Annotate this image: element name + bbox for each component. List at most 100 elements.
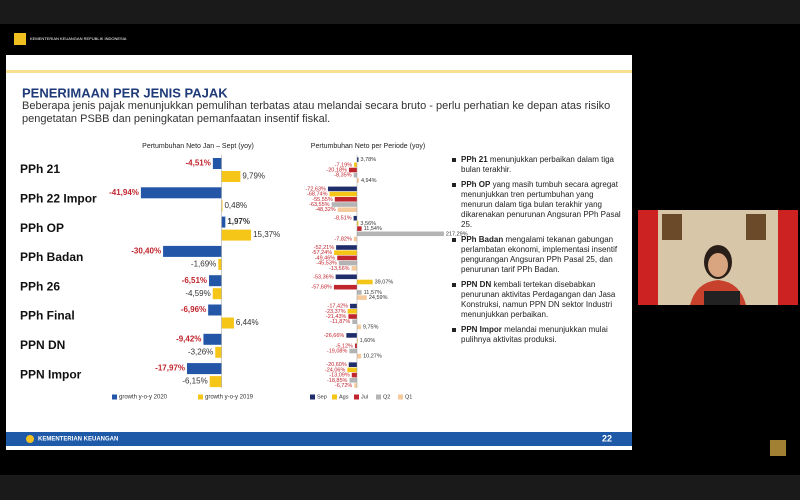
bar	[336, 245, 357, 250]
bar	[221, 216, 226, 228]
slide-title: PENERIMAAN PER JENIS PAJAK	[22, 85, 228, 100]
bullet-list: PPh 21 menunjukkan perbaikan dalam tiga …	[452, 155, 624, 350]
value-label: -30,40%	[131, 247, 161, 256]
value-label: -4,59%	[185, 289, 210, 298]
bullet-text: yang masih tumbuh secara agregat menunju…	[461, 180, 621, 229]
bar	[337, 255, 357, 261]
bar	[357, 290, 362, 295]
value-label: -57,24%	[312, 250, 333, 256]
value-label: -53,36%	[313, 274, 334, 280]
legend-label: Jul	[361, 394, 368, 400]
bar	[203, 333, 222, 345]
value-label: -6,51%	[182, 276, 207, 285]
bullet-text: melandai menunjukkan mulai pulihnya akti…	[461, 325, 608, 344]
bar	[346, 333, 357, 338]
value-label: -4,51%	[186, 159, 211, 168]
top-bar	[0, 0, 800, 24]
value-label: -6,96%	[181, 305, 206, 314]
corner-logo	[770, 440, 786, 456]
value-label: 24,59%	[369, 295, 388, 301]
legend-swatch	[112, 394, 117, 400]
bar	[208, 304, 222, 316]
portrait	[662, 214, 682, 240]
value-label: -23,37%	[325, 309, 346, 315]
bar	[348, 167, 357, 173]
value-label: -19,08%	[327, 348, 348, 354]
value-label: 39,07%	[375, 279, 394, 285]
bar	[353, 215, 357, 221]
value-label: -13,56%	[329, 266, 350, 272]
legend-label: Sep	[317, 394, 327, 400]
value-label: -41,94%	[109, 188, 139, 197]
bar	[349, 348, 357, 354]
value-label: -6,15%	[182, 377, 207, 386]
bullet: PPh Badan mengalami tekanan gabungan per…	[452, 235, 624, 275]
bullet-bold: PPN DN	[461, 280, 492, 289]
value-label: -20,18%	[326, 167, 347, 173]
bar	[357, 221, 359, 226]
value-label: -8,35%	[334, 173, 352, 179]
bar	[221, 317, 234, 329]
value-label: -1,69%	[191, 260, 216, 269]
bar	[186, 363, 222, 375]
value-label: -45,53%	[316, 261, 337, 267]
value-label: 11,57%	[364, 290, 382, 296]
value-label: 0,48%	[224, 201, 247, 210]
value-label: -20,60%	[326, 362, 347, 368]
category-label: PPh Badan	[20, 250, 83, 264]
value-label: 9,79%	[242, 172, 265, 181]
bar	[352, 319, 357, 324]
category-label: PPh 21	[20, 162, 60, 176]
value-label: -13,09%	[329, 373, 350, 379]
legend-swatch	[398, 394, 403, 400]
bullet: PPh 21 menunjukkan perbaikan dalam tiga …	[452, 155, 624, 175]
value-label: -8,51%	[334, 216, 352, 222]
footer-bar	[6, 432, 632, 446]
value-label: -6,72%	[335, 383, 353, 389]
value-label: -11,87%	[330, 319, 350, 325]
legend-swatch	[376, 394, 381, 400]
bar	[357, 279, 373, 285]
value-label: -68,74%	[307, 192, 328, 198]
bar	[215, 346, 222, 358]
bar	[357, 226, 362, 231]
value-label: -72,63%	[305, 186, 326, 192]
bar	[331, 202, 357, 207]
bullet-text: menunjukkan perbaikan dalam tiga bulan t…	[461, 155, 614, 174]
bullet: PPN DN kembali tertekan disebabkan penur…	[452, 280, 624, 320]
bar	[163, 245, 222, 257]
legend-swatch	[198, 394, 203, 400]
flag	[778, 210, 798, 305]
bullet-text: kembali tertekan disebabkan penurunan ak…	[461, 280, 616, 319]
bullet-bold: PPh 21	[461, 155, 488, 164]
slide-subtitle: Beberapa jenis pajak menunjukkan pemulih…	[22, 100, 611, 125]
value-label: -63,55%	[309, 202, 330, 208]
value-label: -26,66%	[324, 333, 345, 339]
page-number: 22	[602, 433, 612, 443]
legend-label: growth y-o-y 2019	[205, 395, 254, 401]
value-label: 3,56%	[360, 221, 376, 227]
bar	[221, 171, 241, 182]
category-label: PPN Impor	[20, 367, 82, 381]
bar	[348, 362, 357, 367]
bar	[357, 157, 359, 162]
bullet-bold: PPh OP	[461, 180, 491, 189]
value-label: 1,97%	[227, 217, 250, 226]
value-label: -57,68%	[311, 285, 332, 291]
bar	[349, 378, 357, 383]
bar	[351, 372, 357, 378]
category-label: PPh Final	[20, 309, 75, 323]
legend-label: growth y-o-y 2020	[119, 395, 168, 401]
value-label: -52,21%	[314, 245, 335, 251]
bar	[212, 158, 222, 169]
bar	[334, 197, 357, 202]
bar	[338, 260, 357, 266]
value-label: -5,12%	[336, 343, 354, 349]
category-label: PPN DN	[20, 338, 65, 352]
value-label: 3,78%	[361, 157, 377, 163]
legend-swatch	[310, 394, 315, 400]
chart-title: Pertumbuhan Neto per Periode (yoy)	[311, 143, 425, 150]
bar	[354, 162, 357, 168]
bullet-bold: PPN Impor	[461, 325, 502, 334]
bar	[350, 303, 357, 309]
